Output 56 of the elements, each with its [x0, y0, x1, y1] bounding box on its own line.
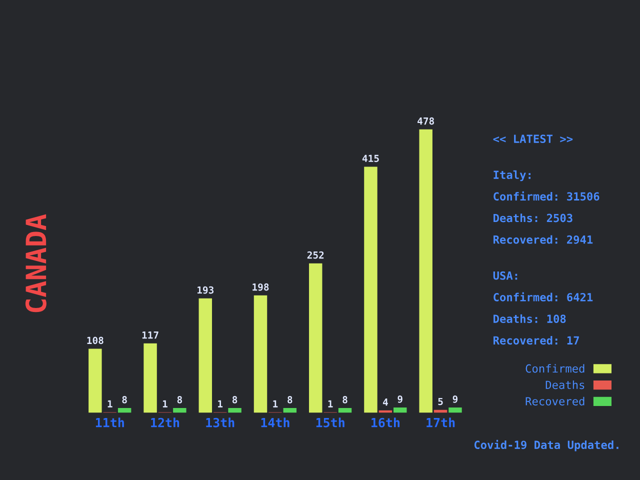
bar — [228, 408, 242, 413]
data-label: 9 — [398, 396, 402, 403]
data-label: 5 — [438, 398, 443, 406]
bar — [283, 408, 297, 413]
text: Covid-19 Data Updated. — [474, 440, 618, 452]
x-tick-label: 14th — [261, 418, 290, 428]
data-label: 108 — [87, 336, 104, 344]
bar — [88, 348, 102, 413]
bar — [254, 295, 268, 413]
data-label: 117 — [142, 332, 158, 339]
text: Deaths: 108 — [494, 314, 566, 323]
text: Recovered: 2941 — [494, 235, 593, 244]
bar — [309, 263, 322, 413]
text: Italy: — [494, 170, 530, 182]
text: Confirmed: 6421 — [494, 292, 593, 302]
text: << LATEST >> — [493, 134, 573, 143]
bar — [364, 166, 378, 413]
data-label: 198 — [252, 283, 269, 291]
data-label: 8 — [342, 396, 348, 404]
data-label: 478 — [418, 117, 434, 125]
text: Deaths: 2503 — [494, 214, 572, 222]
data-label: 8 — [177, 396, 182, 404]
data-label: 1 — [328, 400, 333, 408]
data-label: 8 — [122, 396, 127, 404]
bar — [173, 408, 186, 413]
legend-label: Confirmed — [526, 364, 584, 373]
bar — [338, 408, 352, 413]
legend-label: Recovered — [526, 396, 584, 406]
bar — [419, 129, 432, 413]
data-label: 193 — [198, 286, 214, 294]
x-tick-label: 13th — [206, 418, 234, 428]
bar — [448, 407, 462, 413]
data-label: 4 — [382, 398, 388, 406]
text: Confirmed: 31506 — [494, 191, 600, 201]
x-tick-label: 11th — [96, 418, 124, 428]
legend-label: Deaths — [546, 380, 584, 390]
data-label: 8 — [288, 396, 292, 404]
data-label: 1 — [108, 400, 112, 408]
data-label: 1 — [218, 400, 223, 408]
bar — [394, 407, 407, 413]
text: USA: — [493, 271, 518, 280]
x-tick-label: 17th — [426, 418, 455, 428]
data-label: 1 — [162, 400, 168, 408]
text: CANADA — [25, 214, 46, 312]
data-label: 8 — [232, 396, 238, 404]
bar — [118, 408, 132, 413]
text: Recovered: 17 — [494, 336, 579, 345]
x-tick-label: 12th — [151, 418, 180, 428]
bar — [144, 343, 157, 413]
x-tick-label: 16th — [372, 418, 400, 428]
data-label: 415 — [362, 154, 379, 162]
bar — [198, 298, 212, 413]
data-label: 1 — [273, 400, 278, 408]
x-tick-label: 15th — [316, 418, 344, 428]
data-label: 252 — [307, 251, 324, 259]
data-label: 9 — [452, 396, 458, 403]
